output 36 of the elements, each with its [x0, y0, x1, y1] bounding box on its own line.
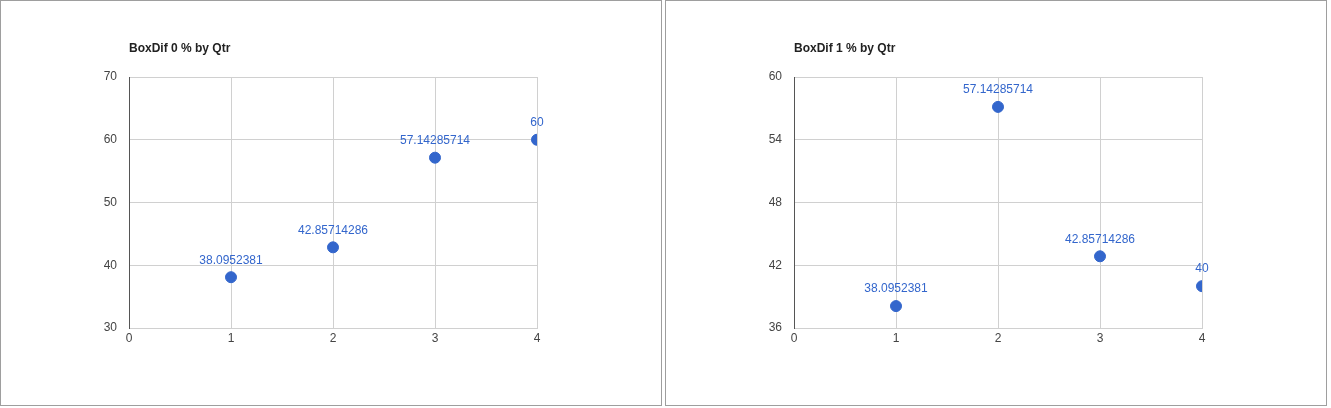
- y-tick-label: 36: [768, 320, 783, 335]
- point: [429, 151, 441, 164]
- x-tick-label: 1: [892, 330, 900, 345]
- point: [1094, 250, 1106, 263]
- y-tick-label: 48: [768, 194, 783, 209]
- x-tick-label: 4: [1198, 330, 1206, 345]
- y-tick-label: 42: [768, 257, 783, 272]
- chart-title: BoxDif 0 % by Qtr: [129, 41, 231, 56]
- y-tick-label: 54: [768, 132, 783, 147]
- x-tick-label: 0: [125, 330, 133, 345]
- x-tick-label: 0: [790, 330, 798, 345]
- point: [890, 300, 902, 313]
- x-tick-label: 2: [329, 330, 337, 345]
- data-label: 57.14285714: [962, 82, 1034, 97]
- x-tick-label: 2: [994, 330, 1002, 345]
- point: [327, 241, 339, 254]
- y-tick-label: 70: [103, 69, 118, 84]
- x-tick-label: 1: [227, 330, 235, 345]
- x-tick-label: 3: [431, 330, 439, 345]
- y-tick-label: 60: [768, 69, 783, 84]
- chart-title: BoxDif 1 % by Qtr: [794, 41, 896, 56]
- x-tick-label: 3: [1096, 330, 1104, 345]
- data-label: 40: [1195, 261, 1209, 276]
- data-label: 42.85714286: [1064, 231, 1136, 246]
- y-tick-label: 60: [103, 132, 118, 147]
- x-tick-label: 4: [533, 330, 541, 345]
- data-label: 60: [530, 115, 544, 130]
- point: [225, 271, 237, 284]
- data-label: 42.85714286: [297, 222, 369, 237]
- data-label: 38.0952381: [199, 252, 264, 267]
- data-label: 57.14285714: [399, 132, 471, 147]
- y-tick-label: 50: [103, 194, 118, 209]
- y-tick-label: 30: [103, 320, 118, 335]
- point: [992, 100, 1004, 113]
- data-label: 38.0952381: [864, 281, 929, 296]
- y-tick-label: 40: [103, 257, 118, 272]
